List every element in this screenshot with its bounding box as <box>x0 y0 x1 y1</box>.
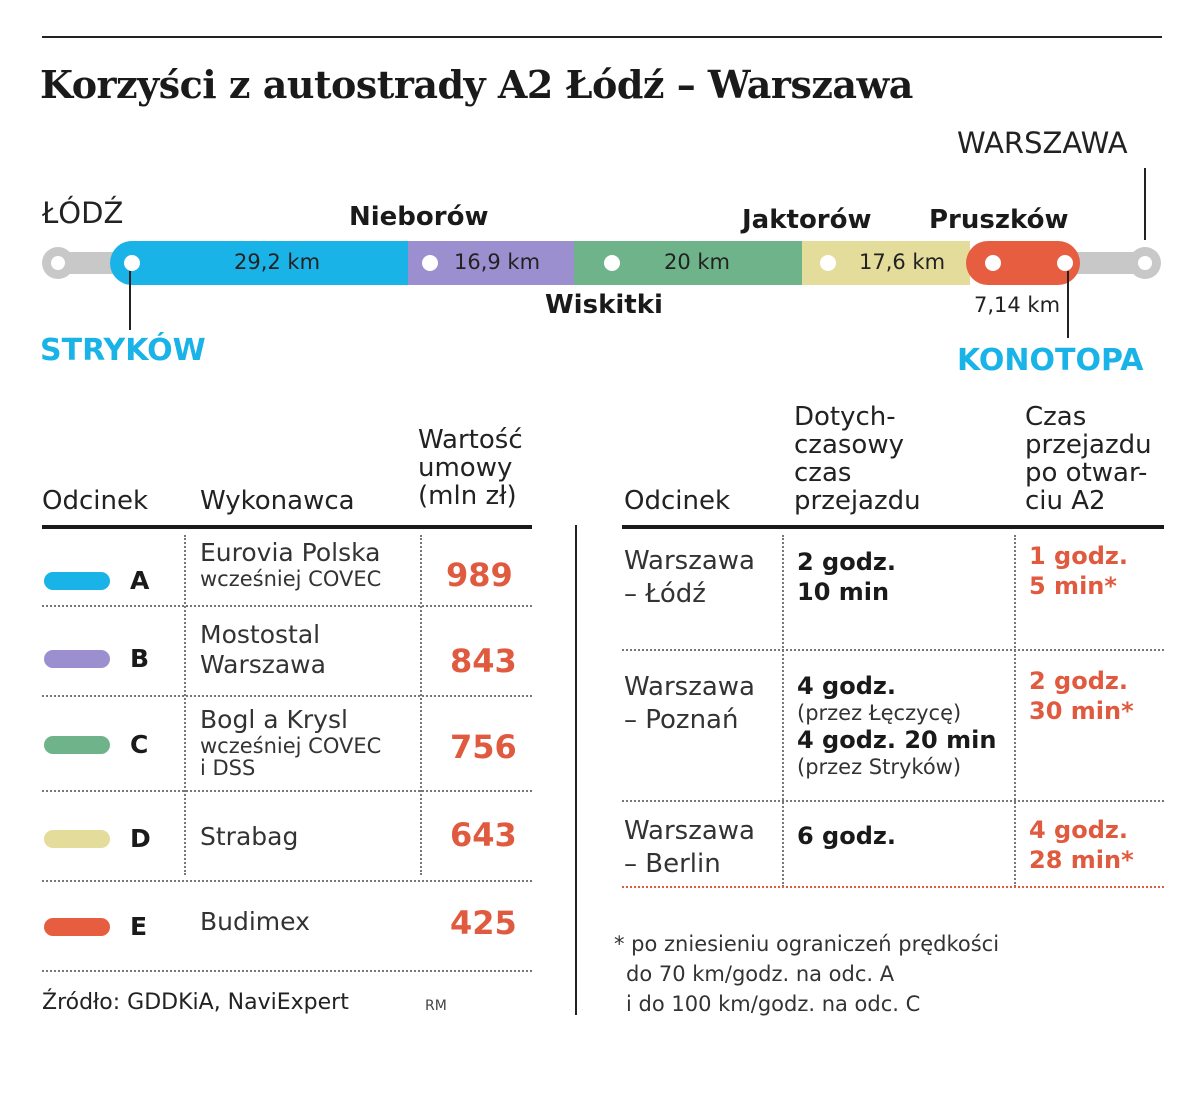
tables-divider <box>575 525 577 1015</box>
town-nieborow: Nieborów <box>349 202 489 232</box>
time-after-berlin: 4 godz. 28 min* <box>1029 816 1134 874</box>
section-letter-e: E <box>130 912 148 941</box>
segment-c-length: 20 km <box>663 250 731 274</box>
contractor-a: Eurovia Polska wcześniej COVEC <box>200 538 382 591</box>
section-letter-c: C <box>130 730 149 759</box>
row-divider <box>42 790 532 792</box>
contractor-c: Bogl a Krysl wcześniej COVEC i DSS <box>200 705 382 780</box>
contract-value-c: 756 <box>450 728 517 766</box>
times-col-separator <box>1014 535 1016 887</box>
row-divider <box>42 695 532 697</box>
town-jaktorow: Jaktorów <box>742 205 872 235</box>
legend-pill-c <box>44 736 110 754</box>
city-start-label: ŁÓDŹ <box>42 196 124 230</box>
times-col-separator <box>782 535 784 887</box>
row-divider <box>42 970 532 972</box>
row-divider <box>622 649 1164 651</box>
source-note: Źródło: GDDKiA, NaviExpert <box>42 990 349 1015</box>
contracts-header-value: Wartość umowy (mln zł) <box>418 425 523 511</box>
contracts-header-section: Odcinek <box>42 486 149 516</box>
node-konotopa-label: KONOTOPA <box>957 343 1144 378</box>
route-warszawa-berlin: Warszawa – Berlin <box>624 816 755 879</box>
route-graphic <box>42 168 1161 338</box>
time-after-lodz: 1 godz. 5 min* <box>1029 542 1128 600</box>
station-wiskitki <box>604 255 620 271</box>
row-divider <box>42 605 532 607</box>
contract-value-b: 843 <box>450 642 517 680</box>
contractor-e: Budimex <box>200 907 310 936</box>
station-strykow <box>124 255 140 271</box>
times-header-section: Odcinek <box>624 486 731 516</box>
contractor-d: Strabag <box>200 822 299 851</box>
station-pruszkow <box>985 255 1001 271</box>
section-letter-b: B <box>130 644 150 673</box>
top-rule <box>42 36 1162 38</box>
time-after-poznan: 2 godz. 30 min* <box>1029 667 1134 725</box>
route-warszawa-poznan: Warszawa – Poznań <box>624 672 755 735</box>
contract-value-a: 989 <box>446 556 513 594</box>
route-warszawa-lodz: Warszawa – Łódź <box>624 546 755 609</box>
contract-value-d: 643 <box>450 816 517 854</box>
contracts-col-separator <box>420 535 422 875</box>
legend-pill-b <box>44 650 110 668</box>
segment-b-length: 16,9 km <box>453 250 541 274</box>
segment-a-length: 29,2 km <box>233 250 321 274</box>
city-end-label: WARSZAWA <box>957 126 1128 160</box>
section-letter-d: D <box>130 824 151 853</box>
contract-value-e: 425 <box>450 904 517 942</box>
row-divider <box>622 800 1164 802</box>
segment-e-length: 7,14 km <box>973 293 1061 317</box>
legend-pill-e <box>44 918 110 936</box>
town-wiskitki: Wiskitki <box>545 290 663 320</box>
time-before-lodz: 2 godz. 10 min <box>797 548 896 606</box>
segment-d-length: 17,6 km <box>858 250 946 274</box>
time-before-poznan: 4 godz. (przez Łęczycę) 4 godz. 20 min (… <box>797 672 997 779</box>
end-terminal-hole <box>1138 256 1152 270</box>
segment-e <box>966 241 1080 285</box>
footnote: * po zniesieniu ograniczeń prędkości do … <box>614 932 1000 1016</box>
row-divider <box>622 886 1164 888</box>
contractor-b: Mostostal Warszawa <box>200 620 326 679</box>
times-header-rule <box>622 525 1164 529</box>
node-strykow-label: STRYKÓW <box>40 333 206 368</box>
station-nieborow <box>422 255 438 271</box>
author-initials: RM <box>425 998 447 1014</box>
start-terminal-hole <box>51 256 65 270</box>
times-header-before: Dotych- czasowy czas przejazdu <box>794 402 921 516</box>
section-letter-a: A <box>130 566 150 595</box>
town-pruszkow: Pruszków <box>929 205 1069 235</box>
times-header-after: Czas przejazdu po otwar- ciu A2 <box>1025 402 1152 516</box>
contracts-header-rule <box>42 525 532 529</box>
time-before-berlin: 6 godz. <box>797 822 896 850</box>
contracts-header-contractor: Wykonawca <box>200 486 355 516</box>
contracts-col-separator <box>184 535 186 875</box>
station-jaktorow <box>820 255 836 271</box>
legend-pill-a <box>44 572 110 590</box>
legend-pill-d <box>44 830 110 848</box>
station-konotopa <box>1057 255 1073 271</box>
segment-a <box>110 241 412 285</box>
page-title: Korzyści z autostrady A2 Łódź – Warszawa <box>40 62 913 107</box>
row-divider <box>42 880 532 882</box>
